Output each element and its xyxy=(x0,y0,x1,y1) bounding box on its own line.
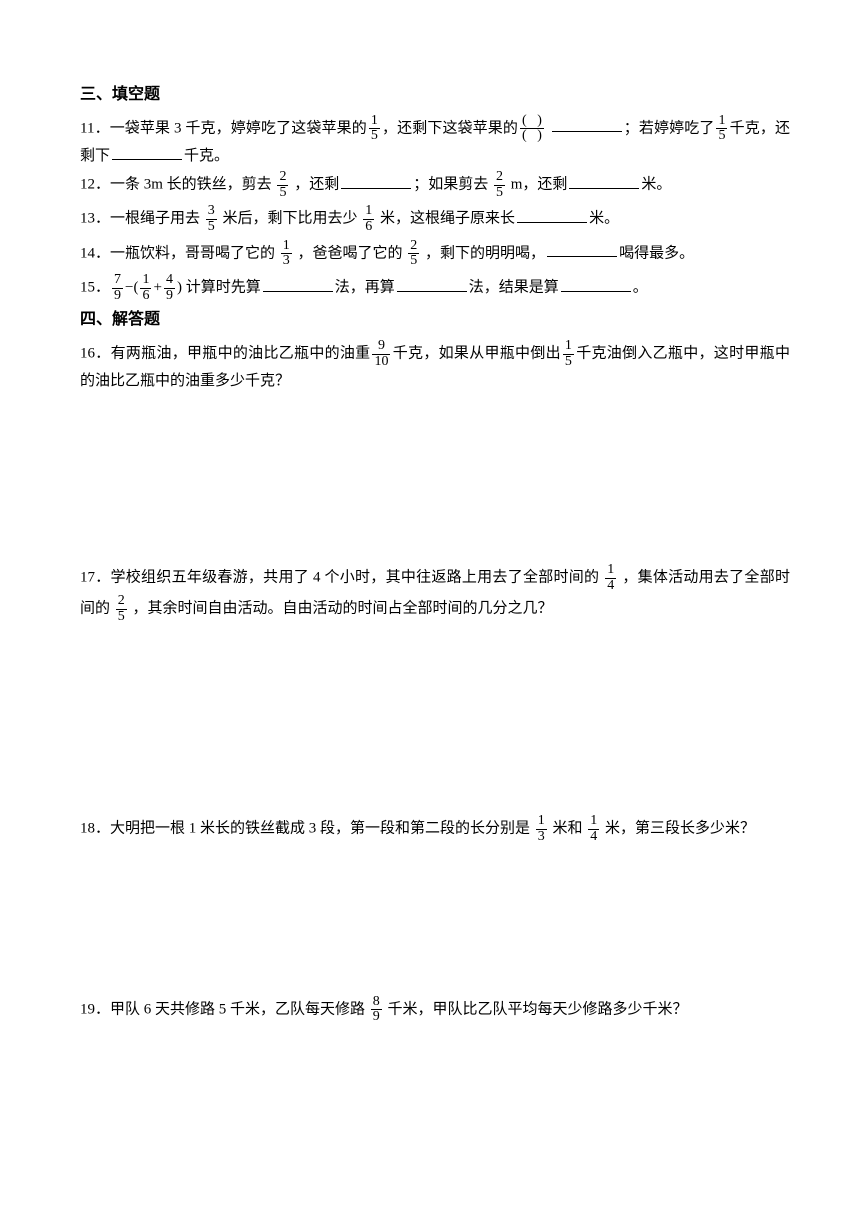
question-16: 16．有两瓶油，甲瓶中的油比乙瓶中的油重910千克，如果从甲瓶中倒出15千克油倒… xyxy=(80,339,790,393)
q11-number: 11． xyxy=(80,120,110,136)
q15-plus: + xyxy=(153,280,161,296)
fraction-4-9: 49 xyxy=(164,273,175,303)
fraction-2-5: 25 xyxy=(408,239,419,269)
fraction-8-9: 89 xyxy=(371,995,382,1025)
blank-field[interactable] xyxy=(517,207,587,223)
fraction-1-5: 15 xyxy=(563,339,574,369)
q12-text-2: ，还剩 xyxy=(294,177,339,193)
fraction-7-9: 79 xyxy=(112,273,123,303)
fraction-2-5: 25 xyxy=(116,594,127,624)
fraction-2-5: 25 xyxy=(494,170,505,200)
q14-text-2: ，爸爸喝了它的 xyxy=(298,245,403,261)
question-11: 11．一袋苹果 3 千克，婷婷吃了这袋苹果的15，还剩下这袋苹果的 ；若婷婷吃了… xyxy=(80,114,790,168)
q13-text-3: 米，这根绳子原来长 xyxy=(380,211,515,227)
question-13: 13．一根绳子用去 35 米后，剩下比用去少 16 米，这根绳子原来长 米。 xyxy=(80,204,790,234)
fraction-1-4: 14 xyxy=(588,814,599,844)
q14-text-1: 一瓶饮料，哥哥喝了它的 xyxy=(110,245,275,261)
blank-field[interactable] xyxy=(569,173,639,189)
q15-number: 15． xyxy=(80,280,110,296)
q19-text-2: 千米，甲队比乙队平均每天少修路多少千米？ xyxy=(388,1001,688,1017)
fraction-1-3: 13 xyxy=(536,814,547,844)
q18-text-1: 大明把一根 1 米长的铁丝截成 3 段，第一段和第二段的长分别是 xyxy=(110,821,530,837)
q16-text-2: 千克，如果从甲瓶中倒出 xyxy=(392,346,560,362)
q17-text-3: ，其余时间自由活动。自由活动的时间占全部时间的几分之几？ xyxy=(133,600,553,616)
q18-number: 18． xyxy=(80,821,110,837)
fraction-9-10: 910 xyxy=(372,339,390,369)
fraction-3-5: 35 xyxy=(206,204,217,234)
q15-text-4: 。 xyxy=(633,280,648,296)
q18-text-3: 米，第三段长多少米？ xyxy=(605,821,755,837)
q15-text-3: 法，结果是算 xyxy=(469,280,559,296)
q14-text-3: ，剩下的明明喝， xyxy=(425,245,545,261)
question-12: 12．一条 3m 长的铁丝，剪去 25 ，还剩 ；如果剪去 25 m，还剩 米。 xyxy=(80,170,790,200)
blank-field[interactable] xyxy=(561,276,631,292)
q16-number: 16． xyxy=(80,346,111,362)
fraction-1-6: 16 xyxy=(363,204,374,234)
q14-text-4: 喝得最多。 xyxy=(619,245,694,261)
q13-text-1: 一根绳子用去 xyxy=(110,211,200,227)
fraction-1-6: 16 xyxy=(140,273,151,303)
q18-text-2: 米和 xyxy=(553,821,583,837)
blank-field[interactable] xyxy=(397,276,467,292)
q11-text-5: 千克。 xyxy=(184,148,229,164)
q19-number: 19． xyxy=(80,1001,110,1017)
fraction-1-5: 15 xyxy=(716,114,727,144)
q19-text-1: 甲队 6 天共修路 5 千米，乙队每天修路 xyxy=(110,1001,365,1017)
fraction-2-5: 25 xyxy=(277,170,288,200)
question-17: 17．学校组织五年级春游，共用了 4 个小时，其中往返路上用去了全部时间的 14… xyxy=(80,563,790,624)
q12-text-1: 一条 3m 长的铁丝，剪去 xyxy=(110,177,272,193)
q12-text-5: 米。 xyxy=(641,177,671,193)
blank-field[interactable] xyxy=(547,241,617,257)
question-14: 14．一瓶饮料，哥哥喝了它的 13 ，爸爸喝了它的 25 ，剩下的明明喝， 喝得最… xyxy=(80,239,790,269)
fraction-blank-paren xyxy=(520,114,544,144)
q15-dash: −( xyxy=(125,280,138,296)
q11-text-3: ；若婷婷吃了 xyxy=(624,120,715,136)
q12-text-4: m，还剩 xyxy=(511,177,568,193)
q17-text-1: 学校组织五年级春游，共用了 4 个小时，其中往返路上用去了全部时间的 xyxy=(111,570,600,586)
section-3-heading: 三、填空题 xyxy=(80,82,790,108)
q12-number: 12． xyxy=(80,177,110,193)
q15-text-1: 计算时先算 xyxy=(182,280,261,296)
fraction-1-5: 15 xyxy=(369,114,380,144)
q11-text-2: ，还剩下这袋苹果的 xyxy=(382,120,518,136)
question-15: 15．79−(16+49) 计算时先算法，再算法，结果是算。 xyxy=(80,273,790,303)
question-18: 18．大明把一根 1 米长的铁丝截成 3 段，第一段和第二段的长分别是 13 米… xyxy=(80,814,790,844)
blank-field[interactable] xyxy=(552,116,622,132)
blank-field[interactable] xyxy=(341,173,411,189)
q12-text-3: ；如果剪去 xyxy=(413,177,488,193)
q14-number: 14． xyxy=(80,245,110,261)
q16-text-1: 有两瓶油，甲瓶中的油比乙瓶中的油重 xyxy=(111,346,371,362)
q13-text-4: 米。 xyxy=(589,211,619,227)
q13-text-2: 米后，剩下比用去少 xyxy=(223,211,358,227)
blank-field[interactable] xyxy=(263,276,333,292)
q13-number: 13． xyxy=(80,211,110,227)
section-4-heading: 四、解答题 xyxy=(80,307,790,333)
worksheet-page: 三、填空题 11．一袋苹果 3 千克，婷婷吃了这袋苹果的15，还剩下这袋苹果的 … xyxy=(0,0,860,1089)
fraction-1-4: 14 xyxy=(605,563,616,593)
q17-number: 17． xyxy=(80,570,111,586)
blank-field[interactable] xyxy=(112,144,182,160)
q15-text-2: 法，再算 xyxy=(335,280,395,296)
fraction-1-3: 13 xyxy=(281,239,292,269)
question-19: 19．甲队 6 天共修路 5 千米，乙队每天修路 89 千米，甲队比乙队平均每天… xyxy=(80,995,790,1025)
q11-text-1: 一袋苹果 3 千克，婷婷吃了这袋苹果的 xyxy=(110,120,367,136)
